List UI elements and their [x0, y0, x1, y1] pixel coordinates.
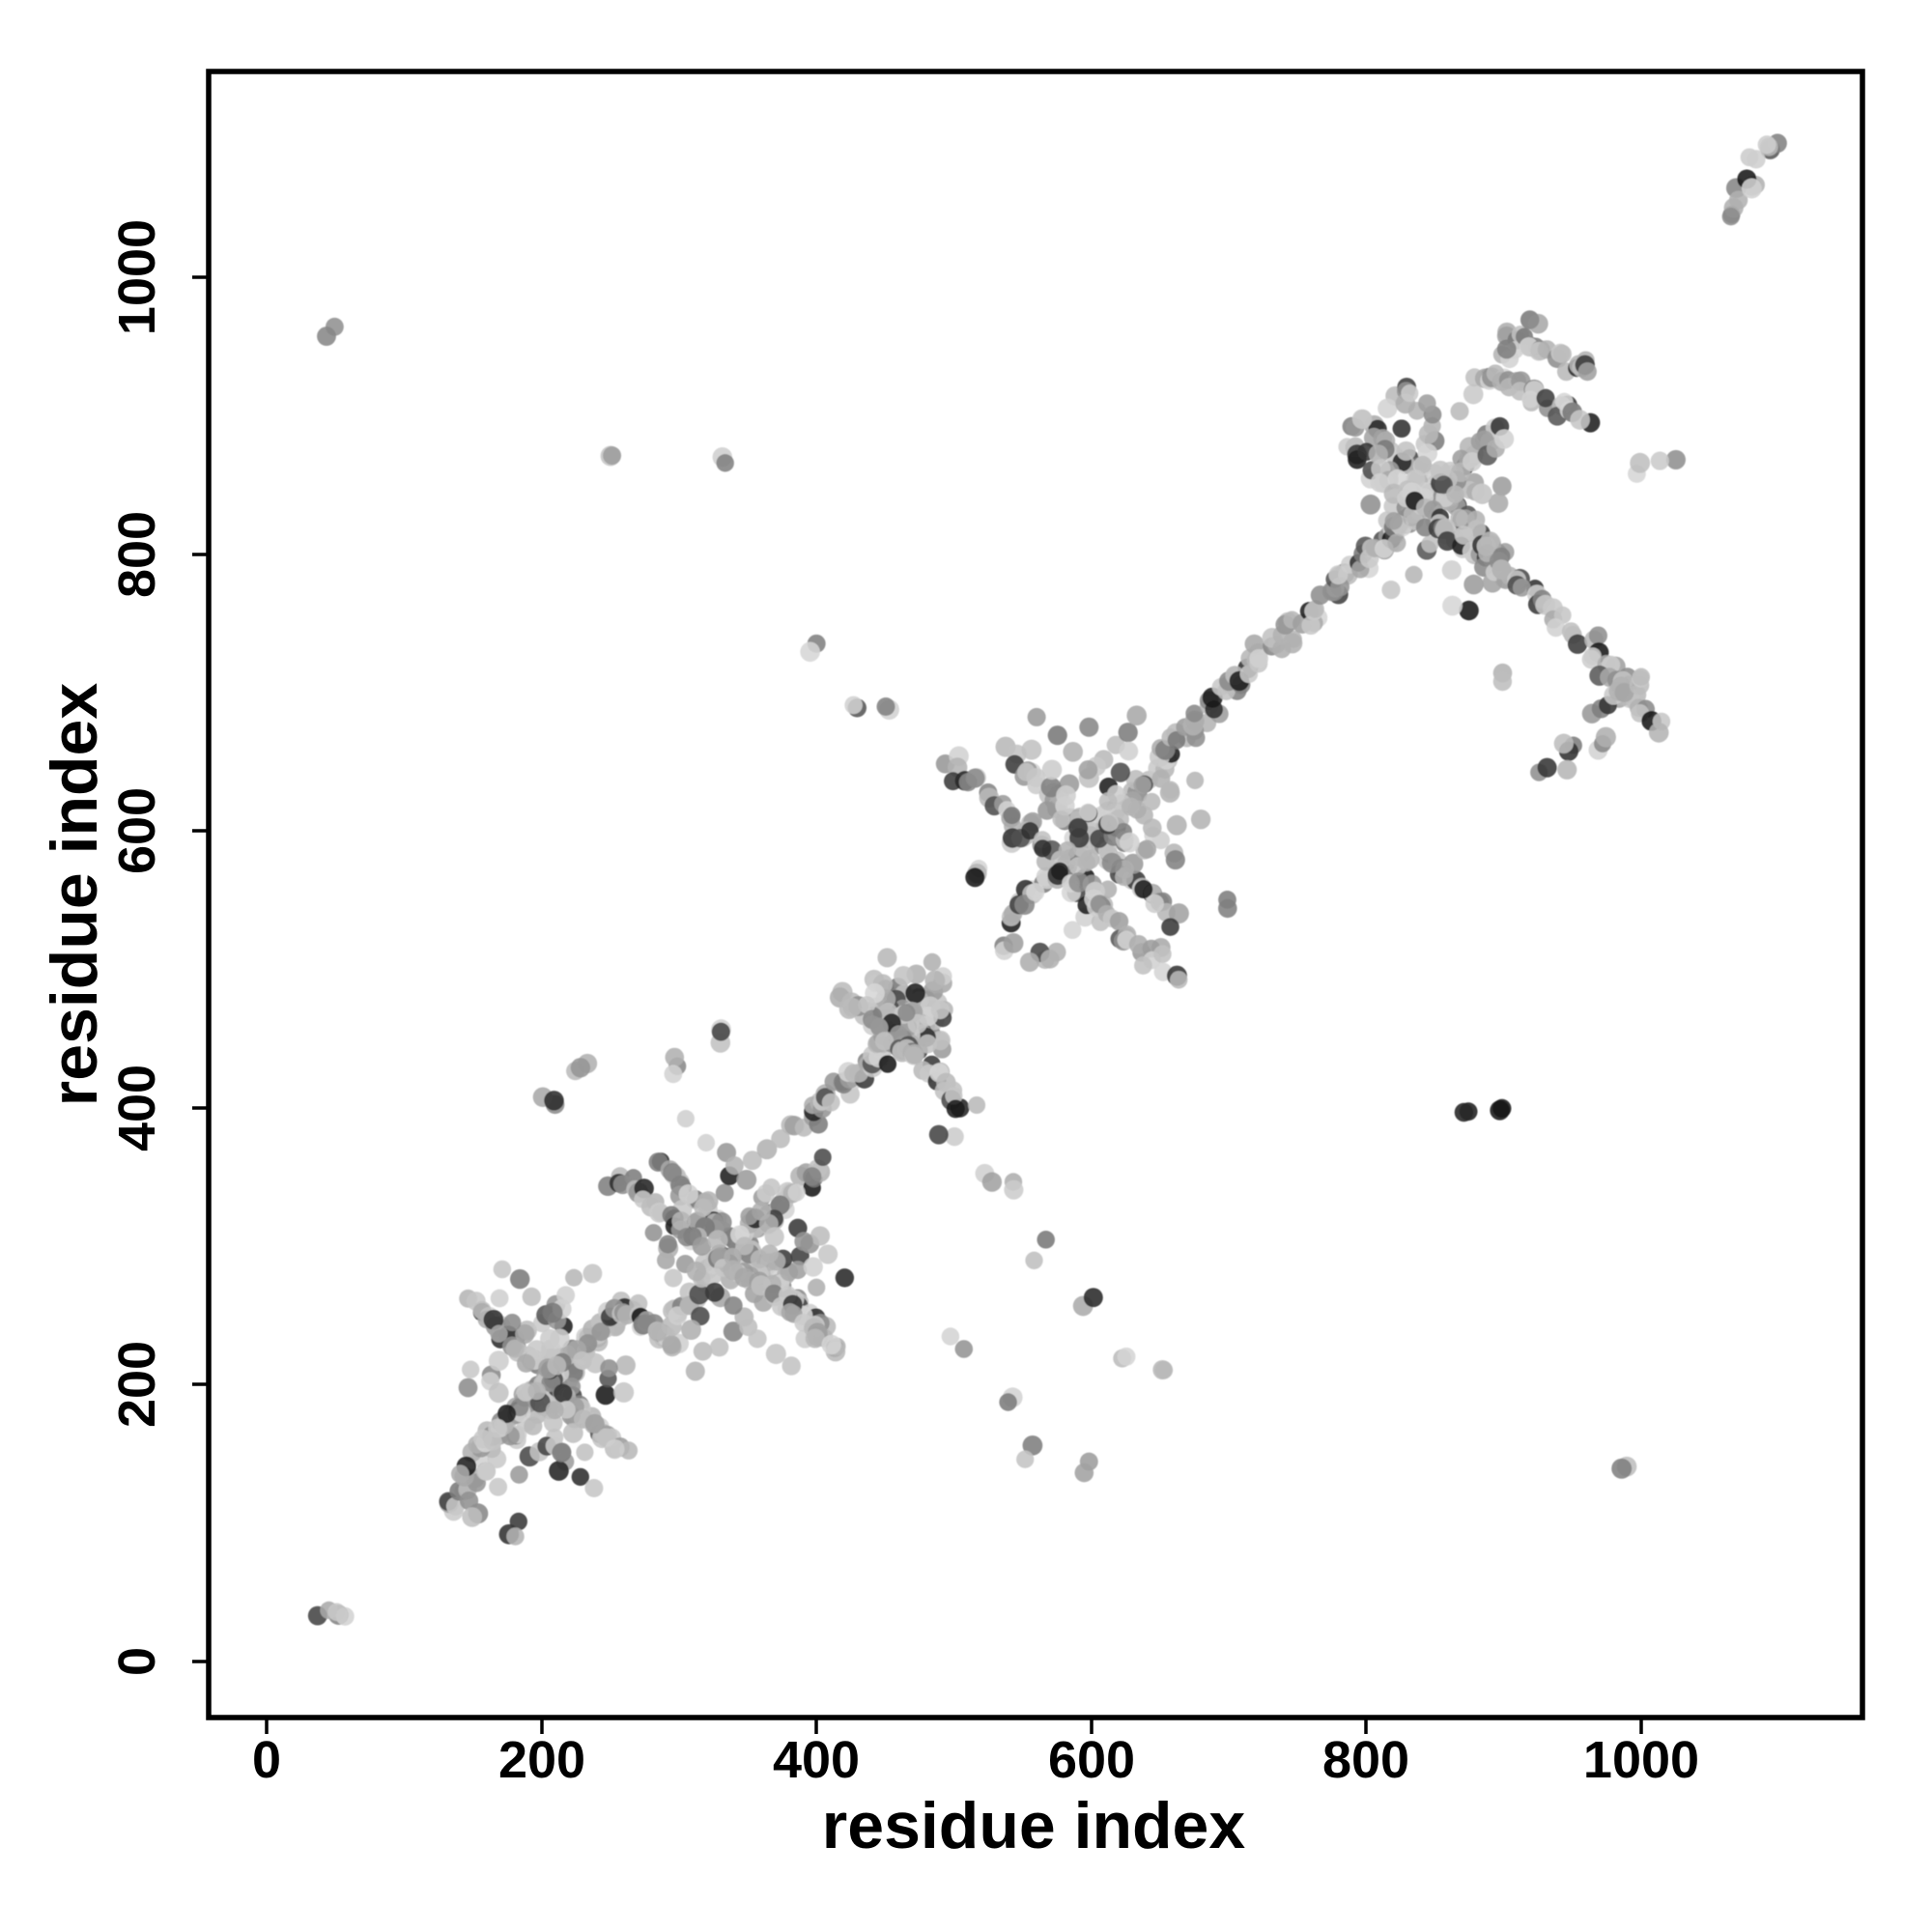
svg-text:200: 200	[108, 1341, 166, 1428]
svg-text:0: 0	[252, 1731, 281, 1789]
svg-text:residue index: residue index	[38, 683, 111, 1107]
svg-text:400: 400	[108, 1065, 166, 1151]
svg-text:600: 600	[1048, 1731, 1135, 1789]
svg-text:1000: 1000	[108, 219, 166, 335]
svg-text:0: 0	[108, 1647, 166, 1676]
svg-text:200: 200	[498, 1731, 585, 1789]
svg-text:1000: 1000	[1583, 1731, 1699, 1789]
svg-text:400: 400	[773, 1731, 860, 1789]
svg-text:800: 800	[1322, 1731, 1409, 1789]
svg-text:800: 800	[108, 511, 166, 598]
svg-text:600: 600	[108, 787, 166, 874]
svg-text:residue index: residue index	[822, 1789, 1246, 1862]
